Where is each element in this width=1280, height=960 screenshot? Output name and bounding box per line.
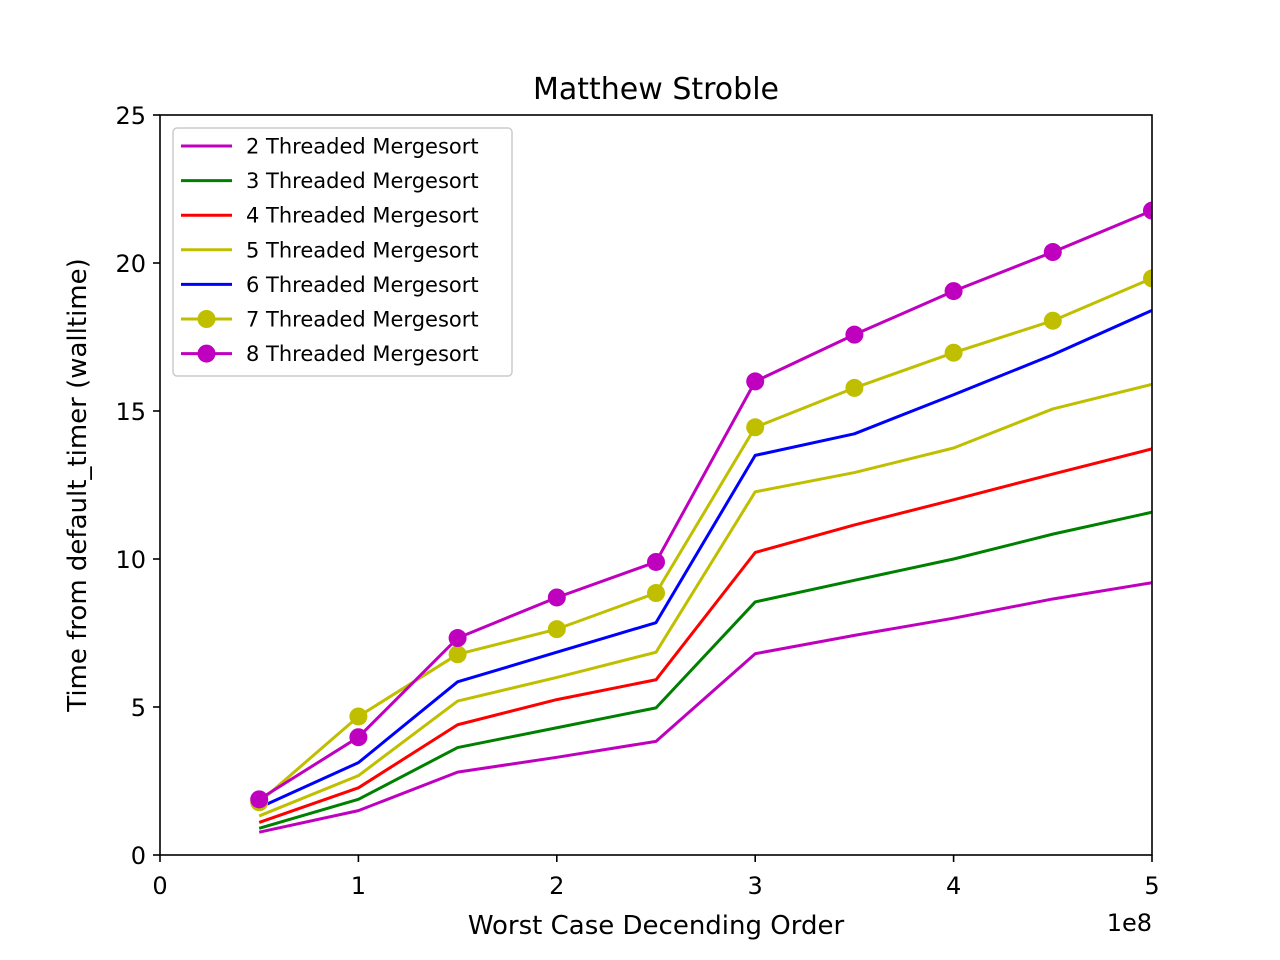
chart-title: Matthew Stroble — [533, 72, 779, 107]
series-line — [258, 277, 1152, 804]
legend-item: 3 Threaded Mergesort — [181, 169, 479, 193]
data-point — [448, 629, 467, 648]
plot-frame — [159, 114, 1153, 856]
series-7-threaded-mergesort — [250, 269, 1152, 812]
tick-layer: 0 1 2 3 4 5 0 5 10 15 20 25 — [115, 102, 1159, 900]
x-tick-label: 2 — [549, 872, 564, 900]
y-tick-label: 5 — [131, 694, 146, 722]
series-line — [258, 308, 1152, 810]
data-point — [448, 645, 467, 664]
data-point — [944, 343, 963, 362]
legend-label: 2 Threaded Mergesort — [246, 135, 479, 159]
data-point — [1143, 201, 1152, 220]
legend-box — [172, 127, 513, 377]
y-axis-label: Time from default_timer (walltime) — [63, 258, 93, 713]
data-point — [250, 790, 269, 809]
data-point — [349, 728, 368, 747]
data-point — [845, 325, 864, 344]
x-tick-label: 5 — [1144, 872, 1159, 900]
series-line — [258, 581, 1152, 834]
series-layer — [250, 201, 1152, 834]
y-tick-label: 0 — [131, 842, 146, 870]
series-line — [258, 382, 1152, 818]
data-point — [944, 282, 963, 301]
data-point — [746, 418, 765, 437]
y-tick-label: 25 — [115, 102, 146, 130]
y-tick-label: 20 — [115, 250, 146, 278]
x-axis-label: Worst Case Decending Order — [468, 911, 845, 941]
data-point — [547, 620, 566, 639]
legend-item: 8 Threaded Mergesort — [181, 342, 479, 366]
data-point — [647, 552, 665, 571]
legend-item: 7 Threaded Mergesort — [181, 308, 479, 332]
x-axis-offset-text: 1e8 — [1107, 909, 1152, 937]
data-point — [547, 588, 566, 607]
legend-label: 7 Threaded Mergesort — [246, 308, 479, 332]
legend-item: 2 Threaded Mergesort — [181, 135, 479, 159]
x-tick-label: 3 — [748, 872, 763, 900]
data-point — [1143, 269, 1152, 288]
data-point — [349, 707, 368, 726]
x-tick-label: 0 — [152, 872, 167, 900]
legend-item: 6 Threaded Mergesort — [181, 273, 479, 297]
data-point — [845, 378, 864, 397]
legend-marker — [197, 310, 216, 328]
series-6-threaded-mergesort — [258, 308, 1152, 810]
series-line — [258, 447, 1152, 824]
data-point — [647, 584, 665, 603]
legend-marker — [197, 344, 216, 363]
series-line — [258, 510, 1152, 830]
legend-label: 8 Threaded Mergesort — [246, 342, 479, 366]
data-point — [1043, 243, 1062, 262]
legend-label: 6 Threaded Mergesort — [246, 273, 479, 297]
y-tick-label: 15 — [115, 398, 146, 426]
x-tick-label: 4 — [946, 872, 961, 900]
series-line — [258, 209, 1152, 801]
legend: 2 Threaded Mergesort 3 Threaded Mergesort… — [172, 127, 513, 377]
data-point — [746, 372, 765, 391]
legend-label: 5 Threaded Mergesort — [246, 238, 479, 262]
x-tick-label: 1 — [351, 872, 366, 900]
series-2-threaded-mergesort — [258, 581, 1152, 834]
legend-item: 4 Threaded Mergesort — [181, 204, 479, 228]
legend-label: 3 Threaded Mergesort — [246, 169, 479, 193]
legend-item: 5 Threaded Mergesort — [181, 238, 479, 262]
series-5-threaded-mergesort — [258, 382, 1152, 818]
data-point — [1043, 311, 1062, 330]
y-tick-label: 10 — [115, 546, 146, 574]
series-4-threaded-mergesort — [258, 447, 1152, 824]
series-8-threaded-mergesort — [250, 201, 1152, 809]
legend-label: 4 Threaded Mergesort — [246, 204, 479, 228]
series-3-threaded-mergesort — [258, 510, 1152, 830]
